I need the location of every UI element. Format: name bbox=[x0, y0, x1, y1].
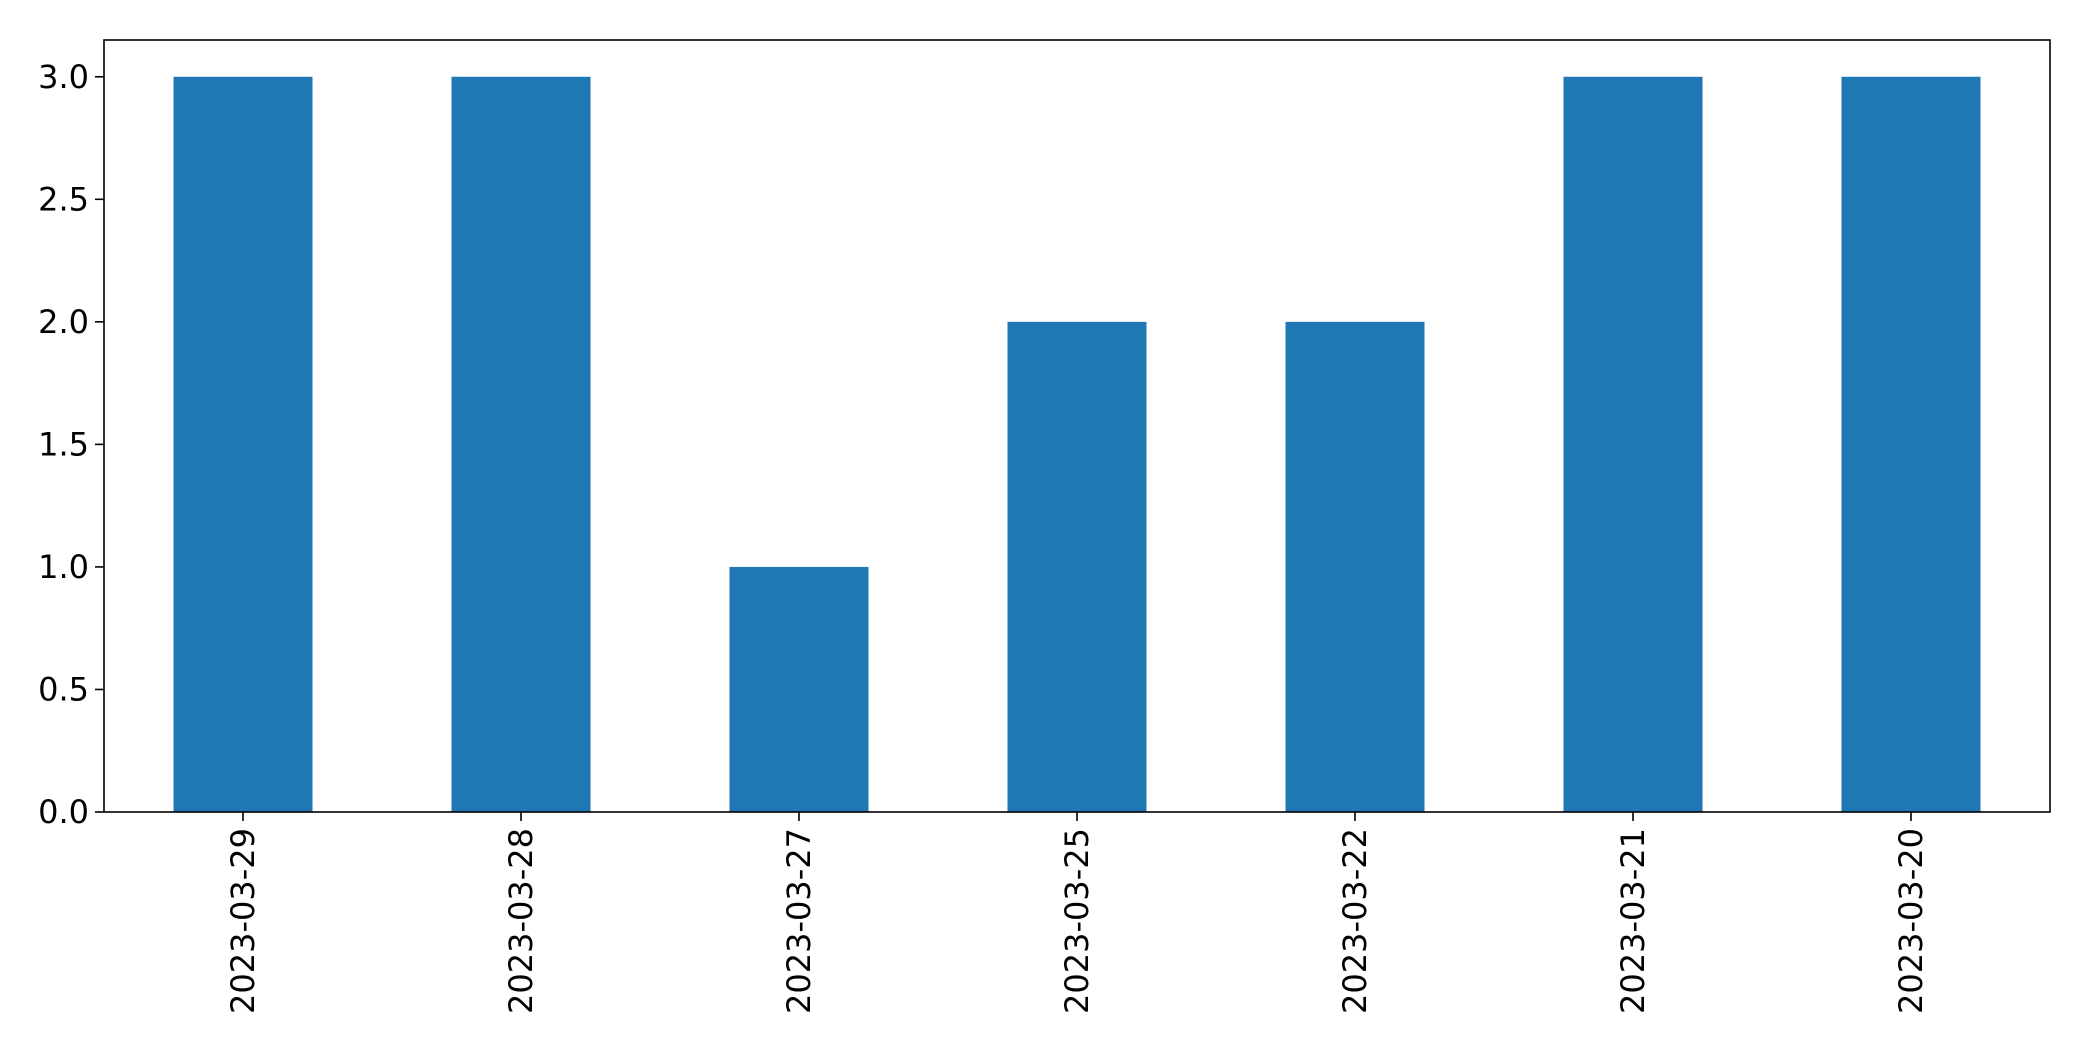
bar-2023-03-28 bbox=[451, 76, 591, 812]
bar-2023-03-27 bbox=[729, 566, 869, 812]
bar-2023-03-21 bbox=[1563, 76, 1703, 812]
y-tick-label: 1.5 bbox=[38, 425, 89, 463]
y-tick-label: 0.0 bbox=[38, 793, 89, 831]
plot-frame bbox=[103, 39, 2051, 813]
y-tick-label: 2.0 bbox=[38, 303, 89, 341]
bars-layer bbox=[173, 76, 1981, 812]
x-tick-label: 2023-03-22 bbox=[1336, 828, 1374, 1014]
bar-2023-03-22 bbox=[1285, 321, 1425, 812]
x-tick-label: 2023-03-25 bbox=[1058, 828, 1096, 1014]
x-tick-label: 2023-03-28 bbox=[502, 828, 540, 1014]
bar-2023-03-25 bbox=[1007, 321, 1147, 812]
y-tick-label: 3.0 bbox=[38, 58, 89, 96]
bar-2023-03-29 bbox=[173, 76, 313, 812]
x-tick-label: 2023-03-29 bbox=[224, 828, 262, 1014]
y-tick-label: 2.5 bbox=[38, 180, 89, 218]
y-tick-label: 0.5 bbox=[38, 670, 89, 708]
y-tick-label: 1.0 bbox=[38, 548, 89, 586]
x-axis: 2023-03-29 2023-03-28 2023-03-27 2023-03-25… bbox=[224, 812, 1930, 1014]
y-axis: 0.0 0.5 1.0 1.5 2.0 2.5 3.0 bbox=[38, 58, 104, 831]
bar-2023-03-20 bbox=[1841, 76, 1981, 812]
x-tick-label: 2023-03-21 bbox=[1614, 828, 1652, 1014]
x-tick-label: 2023-03-27 bbox=[780, 828, 818, 1014]
x-tick-label: 2023-03-20 bbox=[1892, 828, 1930, 1014]
